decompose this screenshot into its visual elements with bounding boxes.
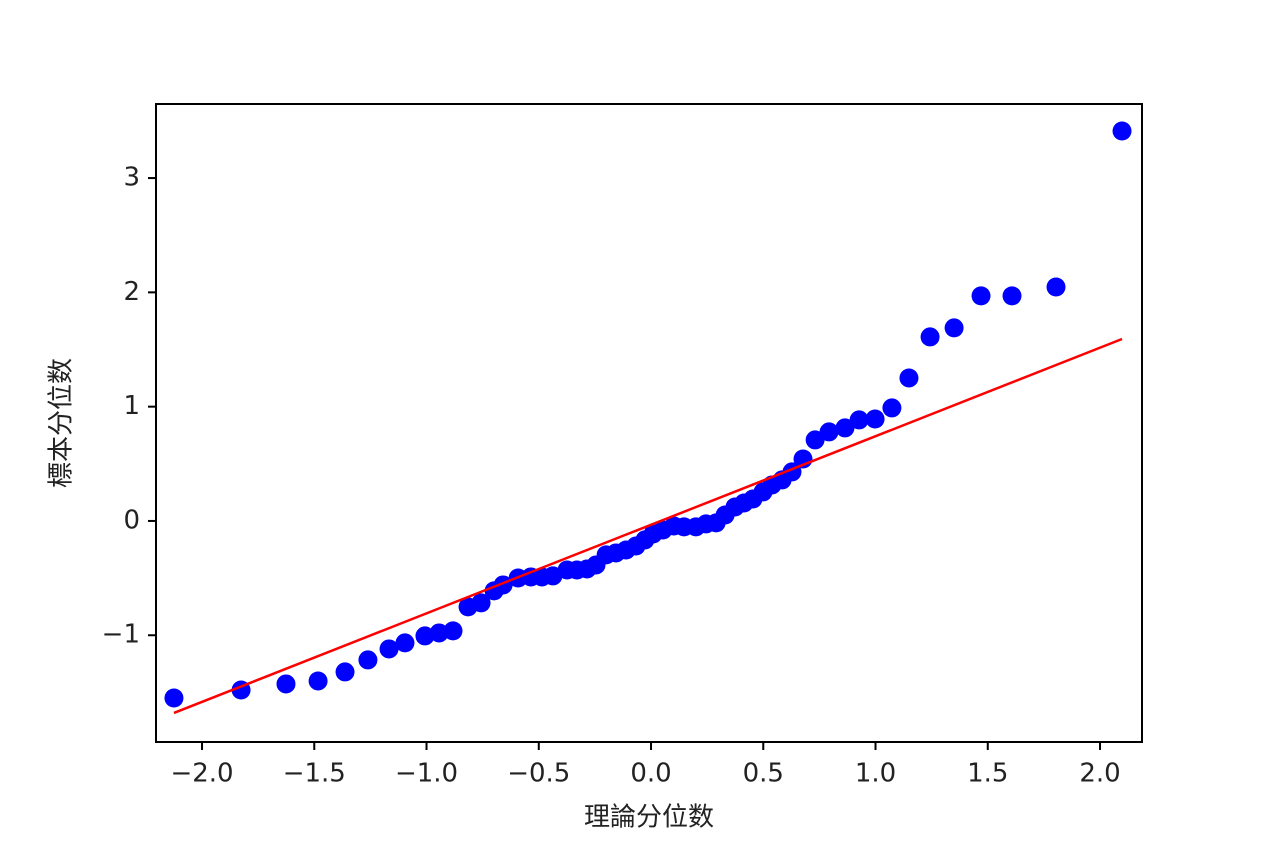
point — [882, 398, 902, 418]
point — [944, 318, 964, 338]
point — [379, 639, 399, 659]
fit-line — [173, 337, 1123, 715]
x-tick-label: 1.5 — [967, 759, 1008, 789]
y-tick-label: −1 — [102, 620, 140, 650]
point — [805, 430, 825, 450]
point — [1002, 286, 1022, 306]
point — [471, 593, 491, 613]
point — [1112, 121, 1132, 141]
y-tick-label: 0 — [123, 505, 140, 535]
x-tick-label: 2.0 — [1079, 759, 1120, 789]
point — [276, 674, 296, 694]
x-axis-label: 理論分位数 — [584, 803, 714, 833]
point — [335, 662, 355, 682]
point — [429, 623, 449, 643]
y-axis-label: 標本分位数 — [47, 358, 77, 488]
point — [308, 671, 328, 691]
y-tick-label: 3 — [123, 163, 140, 193]
y-tick-label: 1 — [123, 391, 140, 421]
point — [819, 422, 839, 442]
point — [164, 688, 184, 708]
point — [971, 286, 991, 306]
axes-frame — [155, 103, 1143, 743]
point — [849, 410, 869, 430]
x-tick-label: −0.5 — [507, 759, 570, 789]
x-tick-label: −2.0 — [170, 759, 233, 789]
point — [899, 368, 919, 388]
point — [443, 621, 463, 641]
point — [395, 633, 415, 653]
x-tick-label: 0.5 — [743, 759, 784, 789]
point — [415, 626, 435, 646]
point — [1046, 277, 1066, 297]
y-tick-label: 2 — [123, 277, 140, 307]
x-tick-label: −1.5 — [283, 759, 346, 789]
x-tick-label: −1.0 — [395, 759, 458, 789]
point — [835, 418, 855, 438]
point — [920, 327, 940, 347]
point — [865, 409, 885, 429]
x-tick-label: 1.0 — [855, 759, 896, 789]
x-tick-label: 0.0 — [630, 759, 671, 789]
point — [358, 650, 378, 670]
